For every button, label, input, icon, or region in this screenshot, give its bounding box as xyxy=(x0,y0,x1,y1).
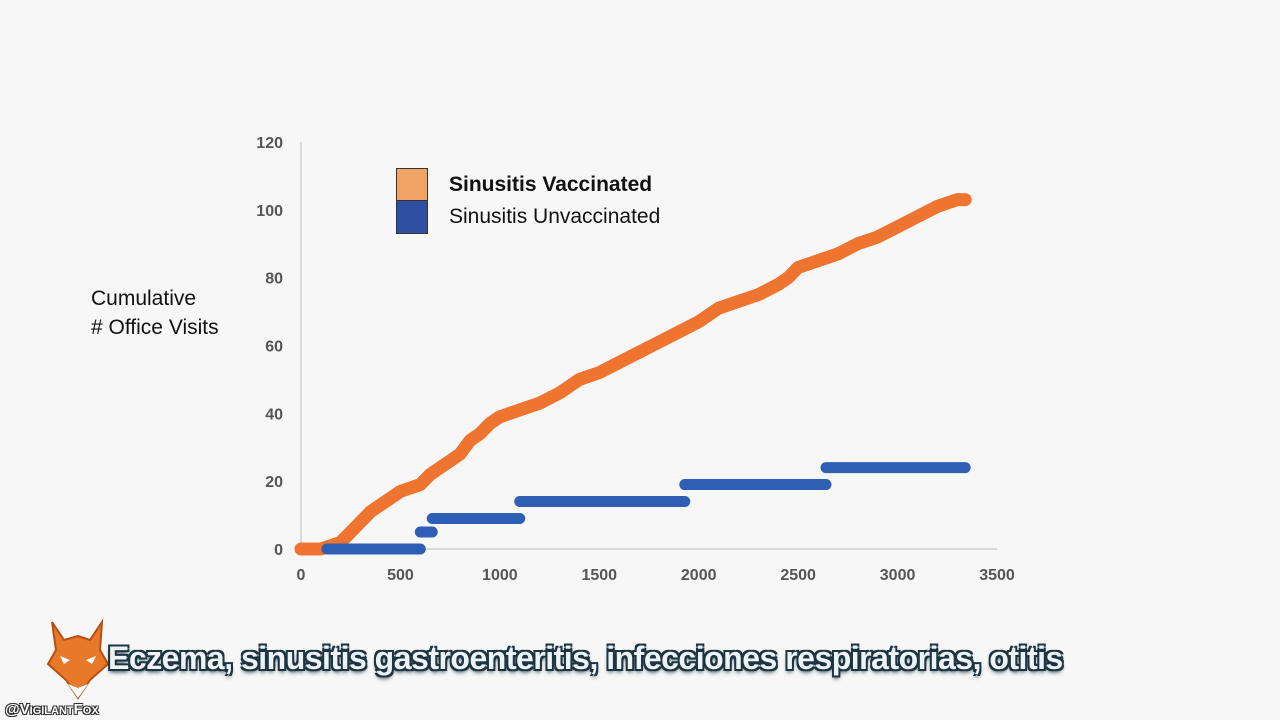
legend-swatch-unvaccinated xyxy=(396,200,428,234)
series-line-vaccinated xyxy=(294,193,972,556)
x-tick-label: 500 xyxy=(387,567,414,584)
legend-label-unvaccinated: Sinusitis Unvaccinated xyxy=(449,205,661,228)
y-tick-label: 80 xyxy=(265,271,283,288)
legend-item-unvaccinated: Sinusitis Unvaccinated xyxy=(396,200,661,234)
y-tick-label: 20 xyxy=(265,474,283,491)
legend-swatch-vaccinated xyxy=(396,168,428,202)
x-tick-label: 1500 xyxy=(581,567,617,584)
fox-logo-icon xyxy=(46,618,110,700)
x-tick-label: 3000 xyxy=(880,567,916,584)
watermark-handle: @VigilantFox xyxy=(5,701,99,718)
y-tick-label: 120 xyxy=(256,135,283,152)
x-tick-label: 2000 xyxy=(681,567,717,584)
y-tick-label: 0 xyxy=(274,542,283,559)
x-tick-label: 0 xyxy=(297,567,306,584)
chart-legend: Sinusitis Vaccinated Sinusitis Unvaccina… xyxy=(396,168,661,234)
x-tick-label: 3500 xyxy=(979,567,1015,584)
y-tick-label: 40 xyxy=(265,406,283,423)
y-tick-label: 100 xyxy=(256,203,283,220)
legend-label-vaccinated: Sinusitis Vaccinated xyxy=(449,173,653,196)
series-line-unvaccinated xyxy=(321,462,971,555)
x-tick-label: 1000 xyxy=(482,567,518,584)
chart-ticks: 0 20 40 60 80 100 120 0 500 1000 1500 2000 2500 3000 3… xyxy=(256,135,1015,584)
y-tick-label: 60 xyxy=(265,339,283,356)
y-axis-label: Cumulative # Office Visits xyxy=(91,287,219,339)
chart-series xyxy=(294,193,972,556)
legend-item-vaccinated: Sinusitis Vaccinated xyxy=(396,168,660,202)
video-caption: Eczema, sinusitis gastroenteritis, infec… xyxy=(108,640,1063,676)
x-tick-label: 2500 xyxy=(780,567,816,584)
